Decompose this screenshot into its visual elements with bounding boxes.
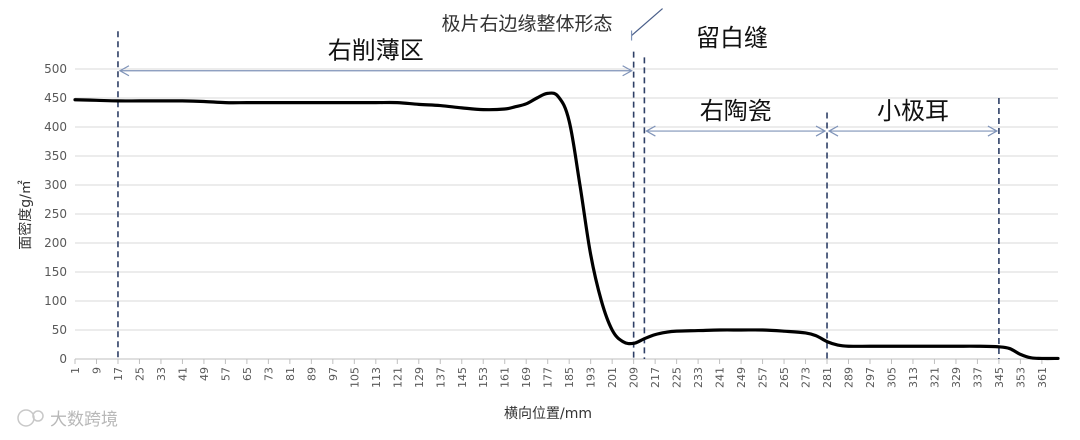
x-tick-label: 337	[971, 367, 984, 388]
x-tick-label: 273	[800, 367, 813, 388]
watermark-text: 大数跨境	[50, 410, 118, 430]
x-tick-label: 161	[499, 367, 512, 388]
x-tick-label: 257	[757, 367, 770, 388]
span-arrowhead-left	[827, 125, 839, 137]
x-tick-label: 113	[370, 367, 383, 388]
y-tick-label: 200	[44, 236, 67, 250]
y-tick-label: 450	[44, 91, 67, 105]
span-arrowhead-right	[622, 65, 633, 77]
span-arrowhead-left	[645, 125, 656, 137]
region-label: 右陶瓷	[700, 97, 772, 125]
x-tick-label: 297	[864, 367, 877, 388]
y-tick-label: 0	[59, 352, 67, 366]
x-tick-label: 289	[843, 367, 856, 388]
y-tick-label: 400	[44, 120, 67, 134]
y-tick-label: 300	[44, 178, 67, 192]
x-tick-label: 353	[1014, 367, 1027, 388]
watermark: 大数跨境	[17, 409, 118, 430]
x-tick-label: 105	[348, 367, 361, 388]
y-tick-label: 500	[44, 62, 67, 76]
x-tick-label: 41	[176, 367, 189, 381]
x-tick-label: 17	[112, 367, 125, 381]
x-tick-label: 281	[821, 367, 834, 388]
x-tick-label: 185	[563, 367, 576, 388]
watermark-logo-icon	[17, 409, 35, 427]
boundary-lines	[117, 31, 1000, 359]
chart-title: 极片右边缘整体形态	[441, 13, 612, 35]
y-tick-label: 150	[44, 265, 67, 279]
x-tick-label: 121	[391, 367, 404, 388]
x-tick-label: 305	[885, 367, 898, 388]
x-tick-label: 241	[714, 367, 727, 388]
x-tick-label: 25	[133, 367, 146, 381]
x-tick-label: 145	[456, 367, 469, 388]
x-tick-label: 265	[778, 367, 791, 388]
series-lines	[73, 91, 1060, 361]
y-tick-label: 100	[44, 294, 67, 308]
series-line	[73, 91, 1060, 361]
region-label: 小极耳	[877, 97, 949, 125]
y-tick-label: 50	[52, 323, 67, 337]
x-tick-label: 97	[327, 367, 340, 381]
x-tick-label: 201	[606, 367, 619, 388]
y-tick-label: 250	[44, 207, 67, 221]
x-tick-label: 321	[928, 367, 941, 388]
x-tick-label: 249	[735, 367, 748, 388]
x-tick-label: 193	[585, 367, 598, 388]
x-axis-ticks: 1 9 17 25 33 41 49 57 65 73 81 89 97 105 113 121 129 137 1…	[69, 359, 1049, 388]
span-arrowhead-left	[118, 65, 130, 77]
x-tick-label: 177	[542, 367, 555, 388]
span-arrowhead-right	[987, 125, 999, 137]
x-tick-label: 89	[305, 367, 318, 381]
y-tick-label: 350	[44, 149, 67, 163]
x-tick-label: 129	[413, 367, 426, 388]
x-tick-label: 57	[219, 367, 232, 381]
region-label: 右削薄区	[328, 37, 424, 65]
x-tick-label: 329	[950, 367, 963, 388]
x-tick-label: 233	[692, 367, 705, 388]
y-axis-title: 面密度g/㎡	[17, 180, 34, 250]
x-tick-label: 225	[671, 367, 684, 388]
x-tick-label: 153	[477, 367, 490, 388]
x-tick-label: 209	[628, 367, 641, 388]
x-tick-label: 1	[69, 367, 82, 374]
x-tick-label: 33	[155, 367, 168, 381]
x-tick-label: 361	[1036, 367, 1049, 388]
x-tick-label: 73	[262, 367, 275, 381]
x-tick-label: 65	[241, 367, 254, 381]
span-arrowhead-right	[815, 125, 827, 137]
x-tick-label: 137	[434, 367, 447, 388]
gridlines	[75, 68, 1058, 331]
x-tick-label: 9	[90, 367, 103, 374]
annotation-pointer	[631, 8, 663, 36]
x-tick-label: 169	[520, 367, 533, 388]
x-tick-label: 345	[993, 367, 1006, 388]
x-axis-title: 横向位置/mm	[504, 406, 592, 422]
x-tick-label: 49	[198, 367, 211, 381]
annotation-gap-label: 留白缝	[696, 24, 768, 52]
y-axis-ticks: 0 50 100 150 200 250 300 350 400 450 500	[44, 62, 67, 366]
x-tick-label: 217	[649, 367, 662, 388]
x-tick-label: 81	[284, 367, 297, 381]
x-tick-label: 313	[907, 367, 920, 388]
